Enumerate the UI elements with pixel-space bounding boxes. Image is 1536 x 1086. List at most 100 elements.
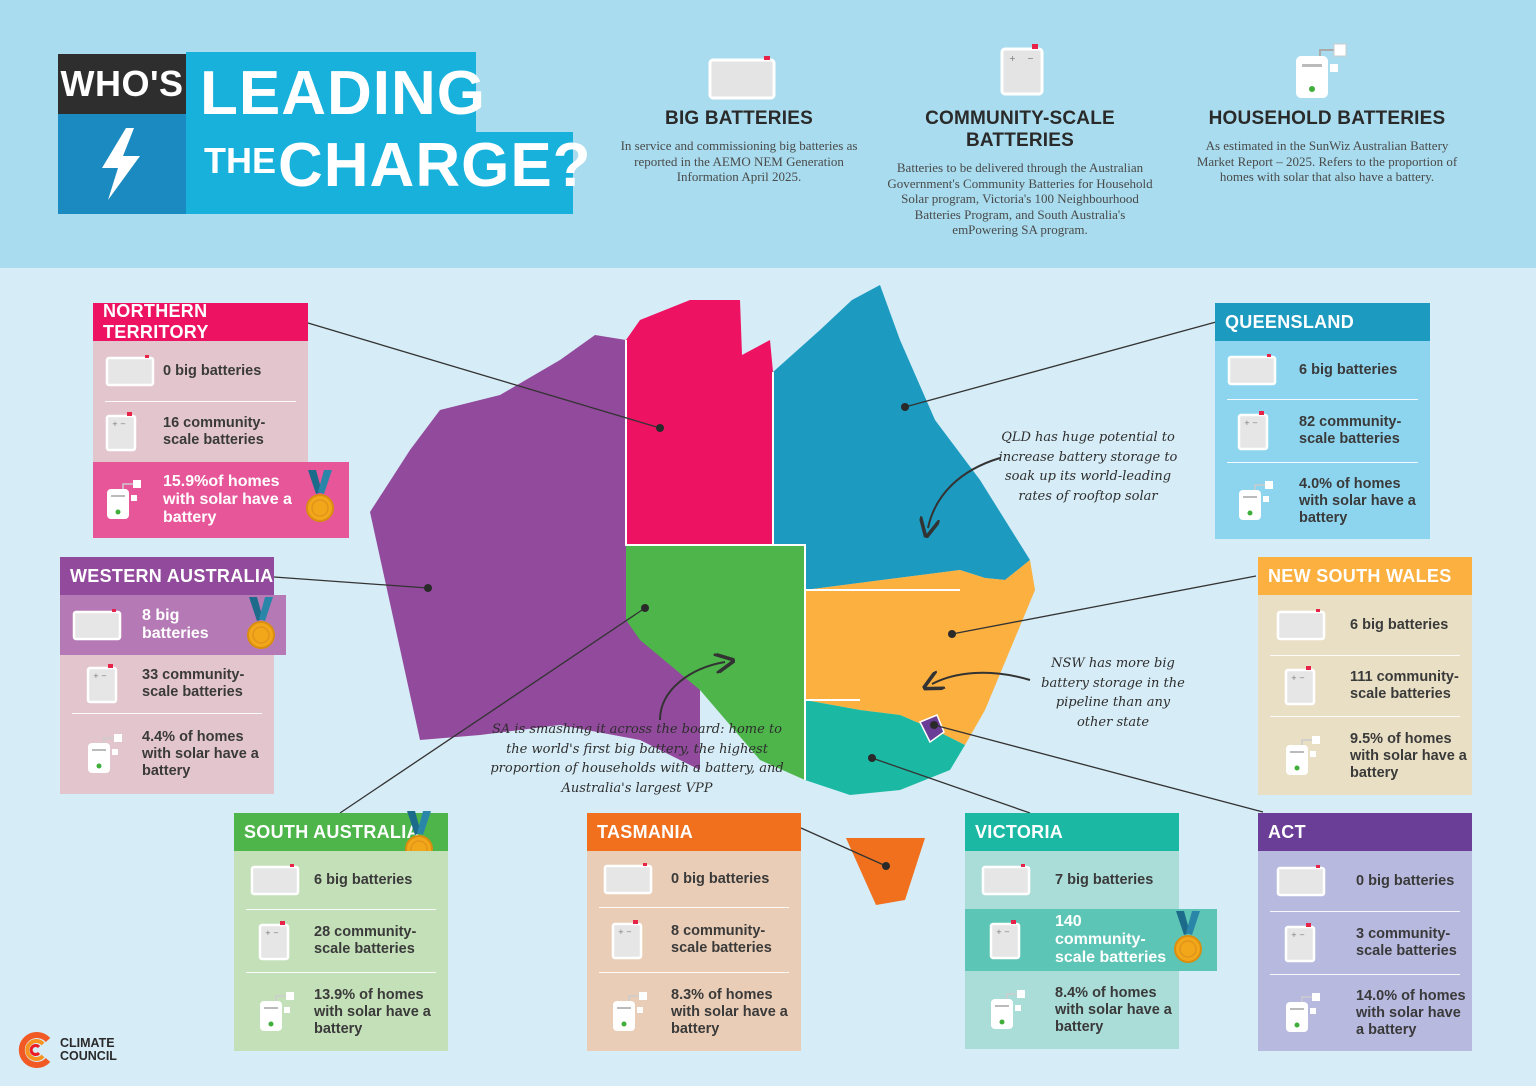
card-tas: TASMANIA 0 big batteries + − 8 community… <box>587 813 801 1051</box>
card-sa: SOUTH AUSTRALIA 6 big batteries + − 28 c… <box>234 811 448 1051</box>
big-battery-icon <box>72 609 122 641</box>
nt-household-row-highlight: 15.9%of homes with solar have a battery <box>93 462 349 538</box>
qld-big-text: 6 big batteries <box>1299 361 1398 378</box>
wa-big-text: 8 big batteries <box>142 607 209 642</box>
medal-icon <box>405 811 433 863</box>
household-battery-icon <box>613 992 647 1031</box>
community-battery-icon: + − <box>1284 923 1316 963</box>
map-nt <box>626 300 773 545</box>
nsw-note: NSW has more big battery storage in the … <box>1041 656 1185 730</box>
big-battery-icon <box>1227 354 1277 386</box>
wa-household-text: 4.4% of homes with solar have a battery <box>142 728 259 779</box>
household-battery-icon <box>1296 43 1347 98</box>
big-battery-icon <box>1276 609 1326 641</box>
qld-big-row: 6 big batteries <box>1215 341 1430 399</box>
household-battery-icon <box>1286 736 1320 775</box>
svg-text:+ −: + − <box>265 929 279 937</box>
card-wa: WESTERN AUSTRALIA 8 big batteries + − 33… <box>60 557 286 794</box>
household-battery-icon <box>991 990 1025 1029</box>
wa-household-row: 4.4% of homes with solar have a battery <box>60 714 274 794</box>
medal-icon <box>1174 911 1202 963</box>
card-act: ACT 0 big batteries + − 3 community-scal… <box>1258 813 1472 1051</box>
card-wa-heading: WESTERN AUSTRALIA <box>60 557 274 595</box>
qld-note-arrow <box>928 457 1001 528</box>
legend-community: COMMUNITY-SCALE BATTERIES Batteries to b… <box>885 108 1155 238</box>
medal-icon <box>247 597 275 649</box>
household-battery-icon <box>88 734 122 773</box>
title-cyan-band-top <box>186 52 476 132</box>
sa-note: SA is smashing it across the board: home… <box>490 722 784 796</box>
card-vic-heading: VICTORIA <box>965 813 1179 851</box>
logo-line2: COUNCIL <box>60 1049 117 1063</box>
community-battery-icon: + − <box>105 412 137 452</box>
wa-community-row: + − 33 community-scale batteries <box>60 655 274 713</box>
household-battery-icon <box>1239 481 1273 520</box>
household-battery-icon <box>1286 993 1320 1032</box>
svg-text:−: − <box>1027 54 1034 63</box>
map-vic <box>805 700 965 795</box>
sa-household-text: 13.9% of homes with solar have a battery <box>314 986 431 1037</box>
logo-line1: CLIMATE <box>60 1036 115 1050</box>
svg-text:+ −: + − <box>1244 419 1258 427</box>
card-sa-heading-bar: SOUTH AUSTRALIA <box>234 811 448 863</box>
community-battery-icon: + − <box>1237 411 1269 451</box>
sa-community-row: + − 28 community-scale batteries <box>234 910 448 972</box>
act-household-text: 14.0% of homes with solar have a battery <box>1356 987 1466 1038</box>
climate-council-logo: CLIMATE COUNCIL <box>18 1032 117 1068</box>
nt-big-row: 0 big batteries <box>93 341 308 401</box>
community-battery-icon: + − <box>258 921 290 961</box>
nt-community-text: 16 community-scale batteries <box>163 415 266 448</box>
community-battery-icon: + − <box>1284 666 1316 706</box>
vic-household-text: 8.4% of homes with solar have a battery <box>1055 984 1172 1035</box>
community-battery-icon: + − <box>989 920 1021 960</box>
big-battery-icon <box>105 355 155 387</box>
card-sa-heading: SOUTH AUSTRALIA <box>244 821 420 842</box>
svg-text:+ −: + − <box>93 672 107 680</box>
nsw-community-text: 111 community-scale batteries <box>1350 669 1459 702</box>
tas-community-text: 8 community-scale batteries <box>671 923 772 956</box>
title-leading: LEADING <box>200 59 486 128</box>
card-nsw: NEW SOUTH WALES 6 big batteries + − 111 … <box>1258 557 1472 795</box>
map-wa <box>370 335 700 770</box>
legend-household-text: As estimated in the SunWiz Australian Ba… <box>1196 138 1458 184</box>
svg-text:+ −: + − <box>996 928 1010 936</box>
title-cyan-band-bottom <box>186 132 573 214</box>
svg-text:+ −: + − <box>618 928 632 936</box>
title-charge: CHARGE? <box>278 131 592 200</box>
big-battery-icon <box>1276 865 1326 897</box>
tas-community-row: + − 8 community-scale batteries <box>587 908 801 972</box>
tas-big-text: 0 big batteries <box>671 870 770 887</box>
card-qld: QUEENSLAND 6 big batteries + − 82 commun… <box>1215 303 1430 539</box>
big-battery-icon <box>981 864 1031 896</box>
lightning-bolt-icon <box>102 128 140 200</box>
act-big-row: 0 big batteries <box>1258 851 1472 911</box>
community-battery-icon: + − <box>1000 44 1044 96</box>
card-nt-heading: NORTHERN TERRITORY <box>93 301 308 342</box>
card-act-heading: ACT <box>1258 813 1472 851</box>
legend-community-heading: COMMUNITY-SCALE BATTERIES <box>925 108 1115 151</box>
svg-text:+ −: + − <box>1291 931 1305 939</box>
nt-community-row: + − 16 community-scale batteries <box>93 402 308 462</box>
big-battery-icon <box>603 863 653 895</box>
qld-household-text: 4.0% of homes with solar have a battery <box>1299 475 1416 526</box>
map-tas <box>846 838 925 905</box>
tas-household-text: 8.3% of homes with solar have a battery <box>671 986 788 1037</box>
svg-text:+ −: + − <box>1291 674 1305 682</box>
map-qld <box>773 285 1030 590</box>
title-whos: WHO'S <box>60 63 184 104</box>
medal-icon <box>306 470 334 522</box>
nsw-household-text: 9.5% of homes with solar have a battery <box>1350 730 1467 781</box>
card-nsw-heading: NEW SOUTH WALES <box>1258 557 1472 595</box>
vic-household-row: 8.4% of homes with solar have a battery <box>965 971 1179 1049</box>
household-battery-icon <box>107 480 141 519</box>
act-big-text: 0 big batteries <box>1356 872 1455 889</box>
nt-big-text: 0 big batteries <box>163 362 262 379</box>
nsw-community-row: + − 111 community-scale batteries <box>1258 656 1472 716</box>
act-community-text: 3 community-scale batteries <box>1356 926 1457 959</box>
act-community-row: + − 3 community-scale batteries <box>1258 912 1472 974</box>
sa-big-row: 6 big batteries <box>234 851 448 909</box>
vic-community-text: 140 community-scale batteries <box>1055 913 1167 966</box>
legend-big-heading: BIG BATTERIES <box>665 108 813 129</box>
qld-household-row: 4.0% of homes with solar have a battery <box>1215 463 1430 539</box>
